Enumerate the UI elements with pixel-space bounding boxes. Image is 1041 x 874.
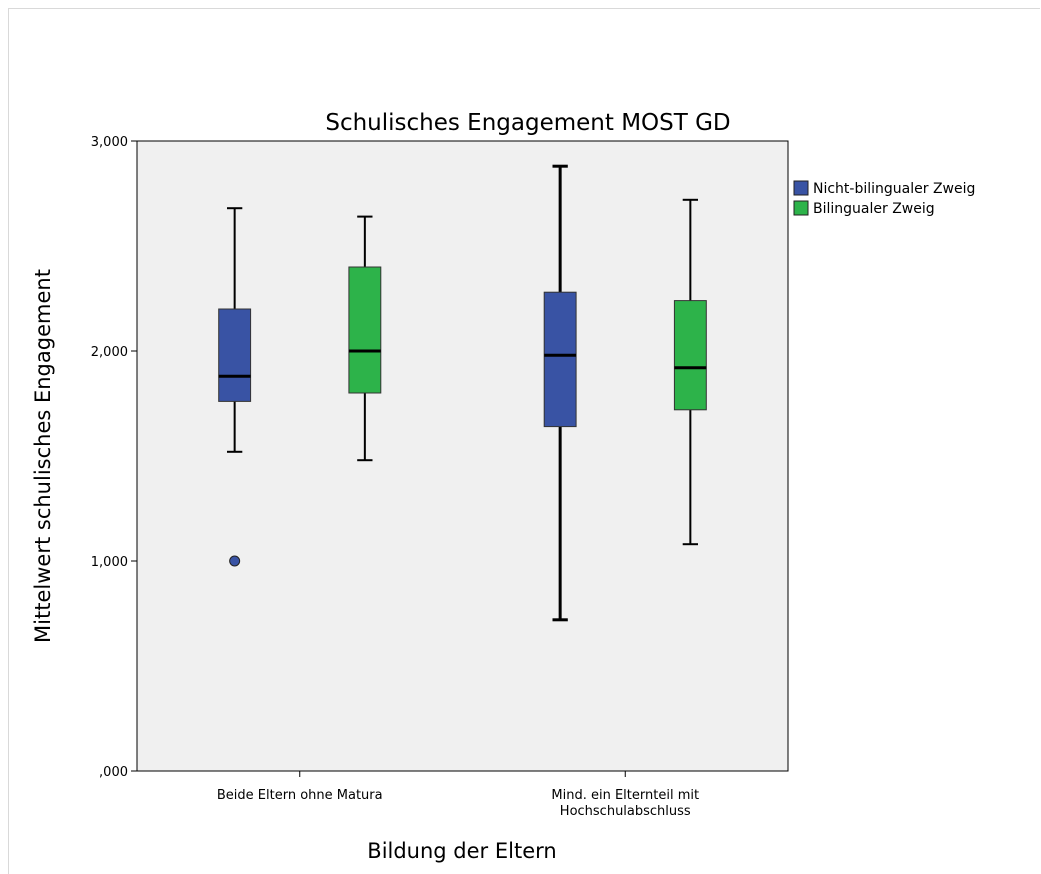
box-iqr (673, 300, 707, 411)
box-group (673, 198, 707, 546)
box-group (218, 207, 252, 567)
box-group (543, 164, 577, 622)
legend-swatch (793, 180, 809, 196)
y-tick-label: 3,000 (91, 135, 128, 150)
box-group (348, 215, 382, 462)
box-iqr (348, 266, 382, 394)
y-tick-label: ,000 (99, 765, 128, 780)
outlier-point (229, 555, 241, 567)
box-series (218, 164, 707, 622)
x-tick-label: Beide Eltern ohne Matura (217, 788, 383, 803)
legend-label: Nicht-bilingualer Zweig (813, 181, 975, 197)
x-tick-label: Mind. ein Elternteil mit (551, 788, 699, 803)
y-tick-label: 2,000 (91, 345, 128, 360)
x-axis-title: Bildung der Eltern (367, 839, 556, 863)
chart-frame (8, 8, 1040, 874)
y-tick-label: 1,000 (91, 555, 128, 570)
x-axis-ticks: Beide Eltern ohne Matura Mind. ein Eltern… (217, 771, 699, 819)
legend-label: Bilingualer Zweig (813, 201, 935, 217)
box-iqr (218, 308, 252, 402)
y-axis-title: Mittelwert schulisches Engagement (31, 269, 55, 643)
x-tick-label: Hochschulabschluss (560, 804, 691, 819)
plot-area (136, 140, 789, 772)
legend-swatch (793, 200, 809, 216)
legend: Nicht-bilingualer Zweig Bilingualer Zweig (793, 180, 975, 217)
box-iqr (543, 291, 577, 428)
chart-title: Schulisches Engagement MOST GD (325, 110, 730, 136)
y-axis-ticks: ,000 1,000 2,000 3,000 (91, 135, 137, 780)
